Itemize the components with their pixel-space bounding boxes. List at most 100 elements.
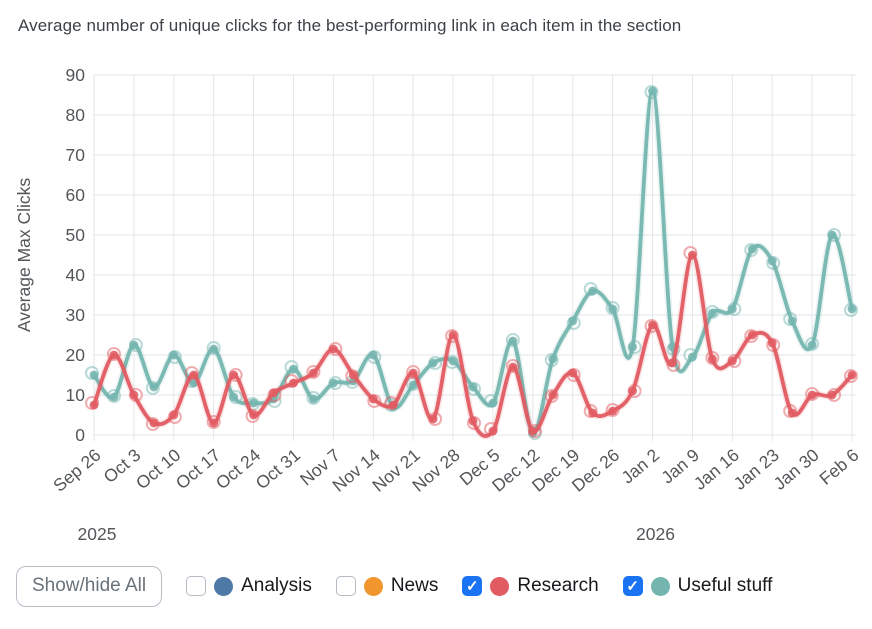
- research-marker: [189, 370, 199, 380]
- legend-item-useful-stuff: ✓ Useful stuff: [622, 575, 772, 597]
- research-marker: [408, 368, 418, 378]
- checkmark-icon: ✓: [466, 577, 479, 595]
- useful-stuff-marker-ring: [783, 312, 798, 326]
- useful-stuff-marker-ring: [544, 353, 559, 367]
- useful-stuff-marker: [229, 392, 239, 402]
- useful-stuff-marker-ring: [145, 381, 160, 395]
- research-marker-ring: [445, 329, 460, 343]
- useful-stuff-marker-ring: [505, 333, 520, 347]
- year-label: 2026: [636, 524, 675, 544]
- research-series: [85, 246, 858, 440]
- research-marker: [568, 368, 578, 378]
- y-tick-label: 50: [66, 225, 86, 245]
- research-marker-ring: [184, 366, 199, 380]
- useful-stuff-marker-ring: [284, 360, 299, 374]
- research-marker: [628, 386, 637, 396]
- news-checkbox[interactable]: [335, 576, 356, 596]
- research-marker-ring: [705, 351, 720, 365]
- useful-stuff-marker-ring: [805, 337, 820, 351]
- x-tick-label: Oct 31: [252, 445, 304, 493]
- research-label: Research: [517, 575, 599, 596]
- research-marker: [89, 400, 99, 410]
- research-marker: [648, 320, 657, 330]
- useful-stuff-marker: [368, 350, 378, 360]
- useful-stuff-marker: [109, 392, 119, 402]
- research-marker: [668, 358, 677, 368]
- research-marker-ring: [505, 359, 520, 373]
- research-marker: [468, 416, 478, 426]
- research-marker: [508, 362, 518, 372]
- useful-stuff-marker-ring: [683, 348, 698, 362]
- research-marker: [149, 418, 159, 428]
- research-marker: [827, 390, 837, 400]
- research-marker: [368, 394, 378, 404]
- useful-stuff-marker: [608, 304, 618, 314]
- useful-stuff-checkbox[interactable]: ✓: [622, 576, 643, 596]
- useful-stuff-marker: [89, 370, 99, 380]
- research-marker: [348, 370, 358, 380]
- useful-stuff-marker: [648, 86, 657, 96]
- research-marker-ring: [106, 347, 121, 361]
- useful-stuff-marker: [468, 382, 478, 392]
- research-line: [92, 253, 854, 438]
- research-marker: [249, 410, 258, 420]
- series-layer: [85, 85, 858, 440]
- x-tick-label: Jan 23: [730, 445, 783, 494]
- research-marker: [747, 330, 757, 340]
- useful-stuff-marker-ring: [306, 391, 321, 405]
- analysis-color-dot: [214, 576, 234, 596]
- research-marker: [688, 250, 697, 260]
- useful-stuff-marker-ring: [206, 341, 221, 355]
- research-marker-ring: [483, 422, 498, 436]
- show-hide-all-button[interactable]: Show/hide All: [16, 565, 163, 607]
- research-marker-ring: [345, 369, 360, 383]
- useful-stuff-marker: [548, 354, 558, 364]
- research-marker: [727, 356, 737, 366]
- x-tick-label: Feb 6: [815, 445, 862, 489]
- useful-stuff-marker: [568, 316, 578, 326]
- useful-stuff-marker: [309, 394, 318, 404]
- research-marker: [588, 408, 598, 418]
- analysis-label: Analysis: [241, 575, 312, 596]
- chart-title: Average number of unique clicks for the …: [18, 16, 682, 35]
- analysis-checkbox[interactable]: [186, 576, 207, 596]
- useful-stuff-marker: [588, 286, 598, 296]
- useful-stuff-marker: [827, 230, 837, 240]
- y-axis-title: Average Max Clicks: [14, 178, 34, 333]
- research-marker: [767, 338, 777, 348]
- research-marker-ring: [544, 389, 559, 403]
- research-marker: [209, 418, 219, 428]
- useful-stuff-marker: [408, 380, 418, 390]
- research-marker-ring: [605, 403, 620, 417]
- useful-stuff-marker: [707, 308, 717, 318]
- useful-stuff-marker: [787, 316, 797, 326]
- useful-stuff-marker: [428, 358, 438, 368]
- y-tick-label: 20: [66, 345, 86, 365]
- research-marker: [528, 426, 538, 436]
- research-marker: [269, 388, 278, 398]
- y-tick-label: 70: [66, 145, 86, 165]
- research-marker-ring: [406, 365, 421, 379]
- legend-item-research: ✓ Research: [462, 575, 599, 597]
- research-marker: [229, 370, 239, 380]
- useful-stuff-marker: [149, 382, 159, 392]
- research-marker: [488, 426, 498, 436]
- research-checkbox[interactable]: ✓: [462, 576, 483, 596]
- y-tick-label: 10: [66, 385, 86, 405]
- useful-stuff-marker-ring: [644, 85, 659, 99]
- research-marker: [428, 414, 438, 424]
- x-tick-label: Jan 2: [617, 445, 663, 488]
- useful-stuff-marker: [289, 364, 298, 374]
- research-marker-ring: [783, 404, 798, 418]
- useful-stuff-marker-ring: [605, 301, 620, 315]
- useful-stuff-marker: [807, 340, 817, 350]
- x-tick-label: Sep 26: [49, 445, 104, 496]
- useful-stuff-line-halo: [90, 87, 856, 437]
- research-marker: [109, 350, 119, 360]
- legend-item-analysis: Analysis: [186, 575, 312, 597]
- x-tick-label: Oct 24: [212, 445, 265, 494]
- research-marker: [129, 390, 139, 400]
- legend: Show/hide All Analysis News ✓ Research ✓…: [16, 562, 866, 610]
